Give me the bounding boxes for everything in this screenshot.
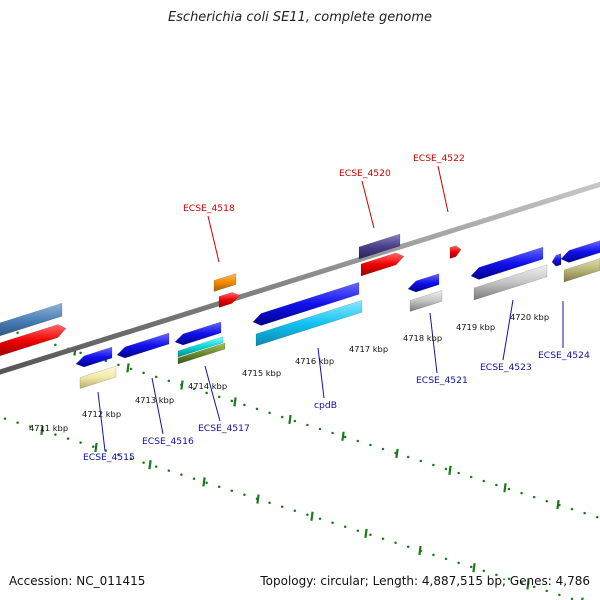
gene-feature [551,253,562,267]
lower-ruler-tick [472,563,476,573]
upper-ruler-tick [180,380,184,390]
gene-label: ECSE_4515 [83,452,135,463]
lower-ruler-tick [148,460,152,470]
gene-label: ECSE_4518 [183,203,235,214]
ruler-tick-label: 4717 kbp [349,344,388,354]
gene-feature [79,365,117,389]
ruler-tick-label: 4711 kbp [29,423,68,433]
gene-leader-line [204,365,221,422]
upper-ruler-tick [395,448,399,459]
gene-leader-line [502,299,514,361]
upper-ruler-tick [448,465,452,475]
gene-leader-line [151,377,164,435]
gene-feature [252,281,360,326]
gene-leader-line [429,312,438,374]
page-title: Escherichia coli SE11, complete genome [167,10,433,25]
gene-feature [177,336,224,358]
lower-ruler-tick [418,545,422,556]
genome-backbone [0,181,600,375]
ruler-tick-label: 4720 kbp [510,312,549,322]
gene-label: ECSE_4517 [198,423,250,434]
gene-leader-line [361,180,375,229]
gene-feature [218,292,241,308]
gene-label: cpdB [314,400,337,411]
genome-summary-text: Topology: circular; Length: 4,887,515 bp… [260,574,590,588]
gene-label: ECSE_4522 [413,153,465,164]
lower-ruler-tick [581,597,584,600]
gene-feature [358,233,401,260]
ruler-tick-label: 4713 kbp [135,395,174,405]
gene-feature [0,302,63,337]
gene-label: ECSE_4516 [142,436,194,447]
gene-feature [360,252,405,277]
gene-leader-line [317,347,325,399]
upper-ruler-tick [126,363,130,373]
gene-feature [255,299,363,347]
ruler-tick-label: 4719 kbp [456,322,495,332]
leader-layer [97,165,564,452]
gene-leader-line [97,391,106,452]
lower-ruler-tick [310,511,314,521]
ruler-layer [3,327,599,600]
backbone-layer [0,181,600,375]
gene-feature [177,342,226,365]
gene-feature [174,321,222,346]
lower-ruler-tick [364,528,368,539]
lower-ruler-tick [94,442,98,453]
gene-feature [473,264,548,301]
gene-feature [407,273,440,293]
gene-leader-line [207,215,220,263]
lower-ruler-tick [256,494,260,504]
gene-label: ECSE_4520 [339,168,391,179]
gene-label: ECSE_4521 [416,375,468,386]
ruler-tick-label: 4714 kbp [188,381,227,391]
accession-text: Accession: NC_011415 [9,574,146,588]
lower-ruler [3,417,574,600]
upper-ruler-tick [503,483,507,493]
gene-feature [213,273,237,292]
label-layer: 4711 kbp 4712 kbp 4713 kbp 4714 kbp 4715 kbp… [29,153,590,463]
ruler-tick-label: 4718 kbp [403,333,442,343]
gene-feature [560,240,600,263]
gene-feature [75,346,113,368]
gene-label: ECSE_4524 [538,350,590,361]
gene-feature [563,258,600,283]
gene-leader-line [437,165,449,213]
ruler-tick-label: 4715 kbp [242,368,281,378]
gene-layer [0,233,600,389]
ruler-tick-label: 4716 kbp [295,356,334,366]
upper-ruler-tick [556,499,560,510]
gene-feature [470,246,544,280]
lower-ruler-tick [40,425,44,436]
lower-ruler-tick [526,580,530,590]
gene-feature [409,289,443,312]
upper-ruler-tick [341,431,345,441]
gene-feature [449,245,462,259]
upper-ruler-tick [233,397,237,407]
ruler-tick-label: 4712 kbp [82,409,121,419]
upper-ruler-tick [288,414,292,425]
lower-ruler-tick [202,477,206,487]
gene-feature [0,324,67,357]
gene-label: ECSE_4523 [480,362,532,373]
gene-feature [116,332,170,359]
